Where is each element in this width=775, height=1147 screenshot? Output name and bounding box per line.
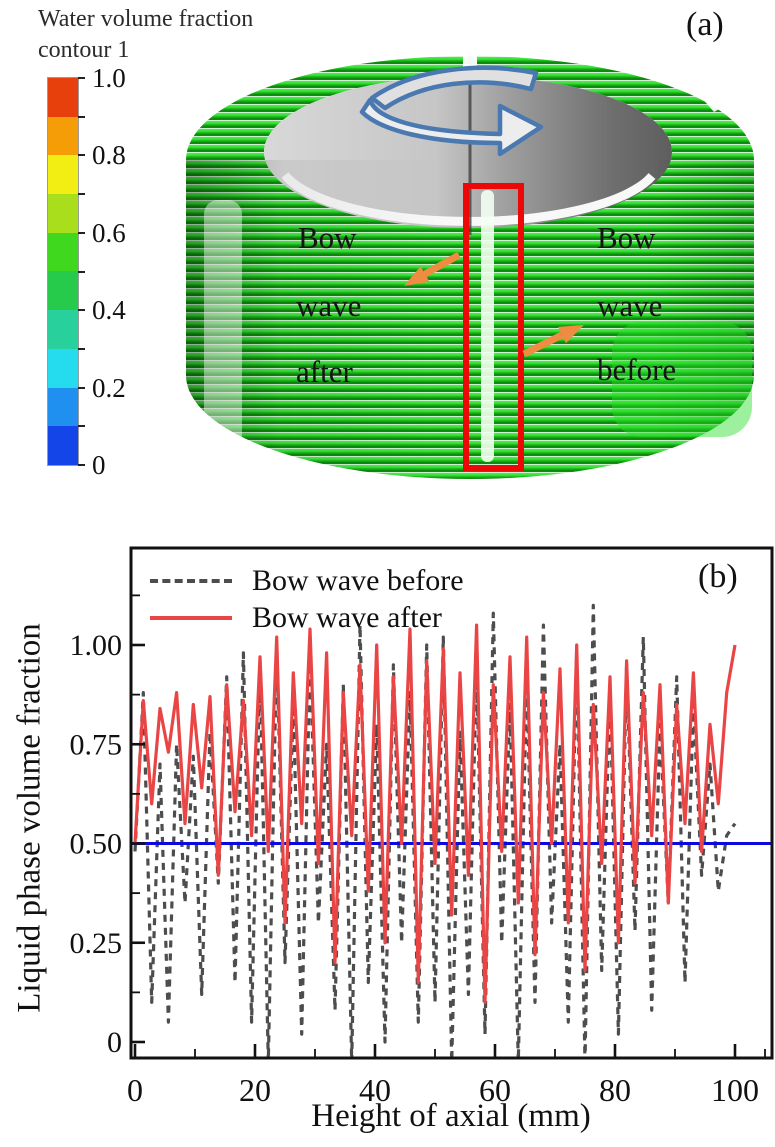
chart-legend: Bow wave before Bow wave after [150, 562, 464, 636]
legend-label-before: Bow wave before [252, 563, 464, 597]
chart-frame [129, 546, 774, 1060]
legend-entry-after: Bow wave after [150, 599, 464, 636]
coil-bright-patch [612, 322, 752, 437]
x-tick-label: 40 [359, 1072, 391, 1108]
annotation-left-word-1: Bow [298, 220, 357, 255]
legend-label-after: Bow wave after [252, 600, 442, 634]
x-tick-label: 80 [599, 1072, 631, 1108]
legend-entry-before: Bow wave before [150, 562, 464, 599]
series-bow-wave-after [133, 623, 737, 1004]
body-shading [186, 160, 754, 479]
colorbar-band-4 [48, 232, 78, 272]
annotation-right-word-1: Bow [597, 220, 656, 255]
colorbar-band-2 [48, 155, 78, 195]
y-axis-label: Liquid phase volume fraction [11, 623, 48, 1013]
x-tick-label: 20 [239, 1072, 271, 1108]
colorbar-band-6 [48, 310, 78, 349]
colorbar-tick [78, 115, 85, 118]
colorbar-tick [78, 347, 85, 350]
colorbar-band-3 [48, 194, 78, 233]
x-axis-label: Height of axial (mm) [311, 1098, 591, 1134]
annotation-left-word-3: after [296, 354, 353, 389]
legend-solid-line-sample [150, 615, 232, 620]
coil-gap-top-right [700, 96, 734, 112]
colorbar-band-1 [48, 116, 78, 156]
red-highlight-box [463, 183, 524, 471]
colorbar-tick-label: 0.6 [92, 217, 126, 248]
colorbar-band-9 [48, 426, 78, 465]
colorbar-title-line1: Water volume fraction [38, 6, 254, 32]
y-tick-label: 0.25 [70, 927, 123, 960]
annotation-right-word-2: wave [597, 288, 663, 323]
colorbar-tick-label: 0.8 [92, 140, 126, 171]
colorbar-tick [78, 77, 85, 79]
colorbar-tick [78, 309, 85, 312]
colorbar-title: Water volume fraction contour 1 [38, 4, 253, 66]
y-tick-label: 0 [107, 1026, 122, 1059]
coil-contour-figure [186, 52, 754, 490]
orange-arrow-left [404, 251, 461, 286]
line-chart: 0 20 40 60 80 100 0 0.25 0.50 0.75 1.00 [70, 546, 774, 1108]
x-tick-label: 60 [479, 1072, 511, 1108]
coil-gap-left [204, 200, 242, 490]
colorbar-band-0 [48, 78, 78, 117]
colorbar-tick [78, 231, 85, 234]
colorbar-tick-label: 1.0 [92, 63, 126, 93]
rotation-arrow-front-band [359, 97, 544, 157]
panel-a-label: (a) [686, 6, 724, 43]
colorbar-tick [78, 154, 85, 157]
x-tick-label: 0 [127, 1072, 143, 1108]
colorbar-tick-label: 0 [92, 450, 106, 480]
y-tick-label: 1.00 [70, 629, 123, 662]
bow-wave-seam [481, 190, 494, 462]
colorbar-tick [78, 270, 85, 273]
colorbar-tick-label: 0.2 [92, 372, 126, 403]
colorbar-band-7 [48, 348, 78, 388]
colorbar-band-8 [48, 387, 78, 427]
colorbar-title-line2: contour 1 [38, 37, 130, 64]
rotation-direction-arrow [359, 65, 544, 157]
panel-b-label: (b) [698, 558, 738, 595]
colorbar-tick [78, 464, 85, 466]
colorbar-tick-label: 0.4 [92, 295, 126, 326]
annotation-right-word-3: before [597, 352, 677, 387]
colorbar-band-5 [48, 271, 78, 311]
colorbar-tick [78, 425, 85, 428]
y-tick-label: 0.75 [70, 728, 123, 761]
colorbar-tick [78, 386, 85, 389]
colorbar-tick [78, 193, 85, 196]
rotation-arrow-back-band [369, 65, 539, 111]
legend-dashed-line-sample [150, 578, 232, 583]
x-tick-label: 100 [711, 1072, 759, 1108]
y-tick-label: 0.50 [70, 828, 123, 861]
annotation-left-word-2: wave [296, 288, 362, 323]
orange-arrow-right [522, 325, 584, 358]
colorbar [47, 77, 79, 466]
